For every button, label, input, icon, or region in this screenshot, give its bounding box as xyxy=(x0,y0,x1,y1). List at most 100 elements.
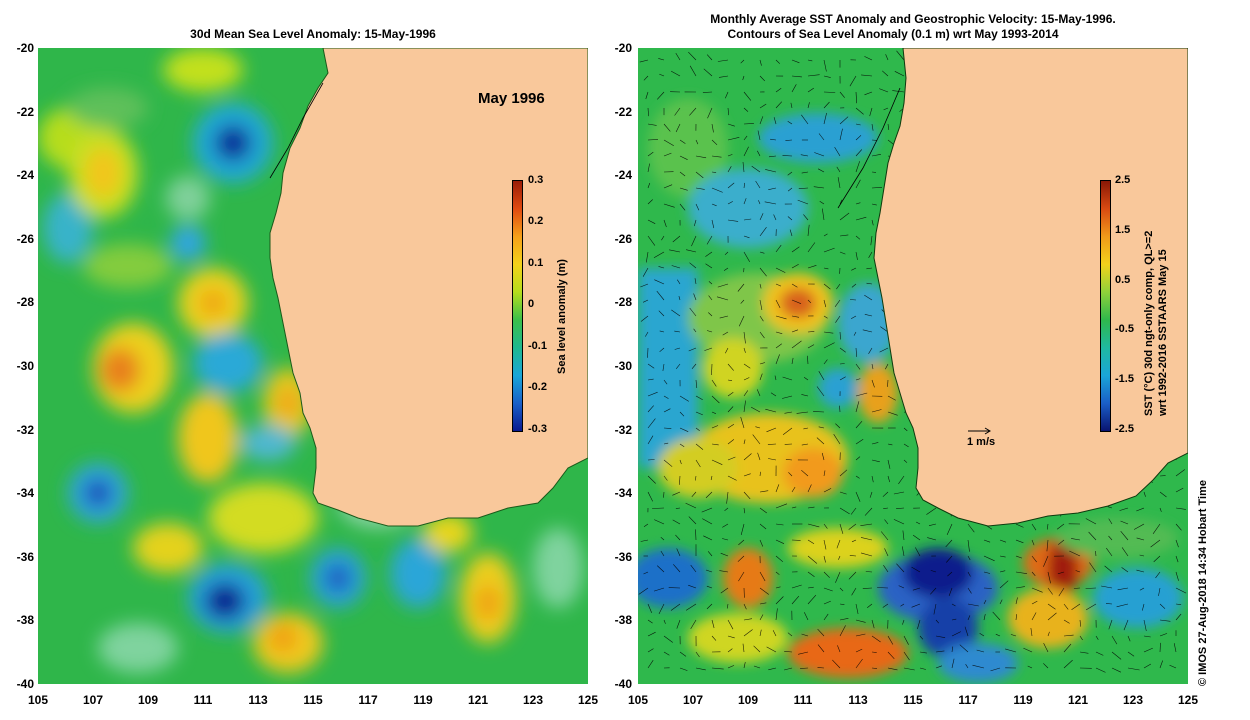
velocity-arrow xyxy=(647,491,653,502)
velocity-arrow xyxy=(948,587,953,597)
velocity-arrow xyxy=(864,314,873,317)
velocity-arrow xyxy=(919,635,924,640)
velocity-arrow xyxy=(791,59,800,64)
velocity-arrow xyxy=(999,570,1006,573)
velocity-arrow xyxy=(755,180,761,189)
velocity-arrow xyxy=(915,547,921,557)
right-lat-tick: -30 xyxy=(614,359,632,373)
velocity-arrow xyxy=(871,667,878,669)
velocity-arrow xyxy=(823,600,831,605)
velocity-arrow xyxy=(839,507,850,515)
right-panel-title-line1: Monthly Average SST Anomaly and Geostrop… xyxy=(710,12,1116,26)
velocity-arrow xyxy=(647,347,649,358)
velocity-arrow xyxy=(798,187,809,189)
velocity-arrow xyxy=(855,202,861,205)
velocity-arrow xyxy=(791,263,799,269)
velocity-arrow xyxy=(663,491,665,498)
velocity-arrow xyxy=(722,523,729,528)
velocity-arrow xyxy=(877,587,889,589)
velocity-arrow xyxy=(855,491,861,502)
velocity-arrow xyxy=(768,155,777,158)
velocity-arrow xyxy=(726,491,729,504)
velocity-arrow xyxy=(740,416,745,429)
velocity-arrow xyxy=(758,200,761,205)
velocity-arrow xyxy=(701,507,713,513)
velocity-arrow xyxy=(719,315,729,319)
velocity-arrow xyxy=(645,331,649,337)
velocity-arrow xyxy=(887,475,890,483)
velocity-arrow xyxy=(871,635,881,643)
velocity-arrow xyxy=(727,166,732,173)
velocity-arrow xyxy=(965,664,969,669)
velocity-arrow xyxy=(880,326,889,333)
velocity-arrow xyxy=(743,491,751,500)
velocity-arrow xyxy=(839,603,845,605)
velocity-arrow xyxy=(935,619,940,624)
velocity-arrow xyxy=(782,395,793,399)
velocity-arrow xyxy=(898,585,905,589)
velocity-arrow xyxy=(695,171,704,179)
velocity-arrow xyxy=(727,137,740,141)
velocity-arrow xyxy=(695,139,699,145)
velocity-arrow xyxy=(1105,603,1113,605)
velocity-arrow xyxy=(995,633,1001,637)
velocity-arrow xyxy=(1108,518,1113,525)
velocity-arrow xyxy=(695,667,706,671)
velocity-arrow xyxy=(797,199,809,205)
velocity-arrow xyxy=(766,646,777,653)
velocity-arrow xyxy=(757,452,761,461)
velocity-arrow xyxy=(887,443,893,446)
velocity-arrow xyxy=(851,267,857,271)
velocity-arrow xyxy=(862,329,873,333)
velocity-arrow xyxy=(807,355,809,365)
velocity-arrow xyxy=(659,347,665,353)
velocity-arrow xyxy=(727,475,737,481)
velocity-arrow xyxy=(833,434,841,445)
velocity-arrow xyxy=(864,56,873,61)
velocity-arrow xyxy=(787,120,793,125)
velocity-arrow xyxy=(679,475,681,485)
velocity-arrow xyxy=(866,267,873,270)
velocity-arrow xyxy=(1095,651,1104,656)
velocity-arrow xyxy=(663,123,671,132)
velocity-arrow xyxy=(855,421,863,429)
velocity-arrow xyxy=(711,171,717,173)
left-lat-tick: -38 xyxy=(16,613,34,627)
velocity-arrow xyxy=(791,357,794,365)
velocity-arrow xyxy=(695,651,700,658)
velocity-arrow xyxy=(834,146,841,157)
right-panel-title-line2: Contours of Sea Level Anomaly (0.1 m) wr… xyxy=(727,27,1059,41)
left-colorbar xyxy=(512,180,523,432)
velocity-arrow xyxy=(823,587,833,592)
velocity-arrow xyxy=(663,475,668,481)
velocity-arrow xyxy=(646,251,649,263)
velocity-arrow xyxy=(640,539,649,542)
velocity-arrow xyxy=(658,266,665,269)
velocity-arrow xyxy=(1071,603,1081,611)
right-lon-tick: 117 xyxy=(958,693,978,707)
velocity-arrow xyxy=(1063,619,1070,624)
velocity-arrow xyxy=(885,54,889,61)
velocity-arrow xyxy=(1175,523,1182,531)
velocity-arrow xyxy=(855,149,863,157)
velocity-arrow xyxy=(727,619,734,630)
velocity-arrow xyxy=(1139,587,1145,591)
velocity-arrow xyxy=(817,667,825,669)
velocity-arrow xyxy=(791,75,802,78)
velocity-arrow xyxy=(1058,539,1065,545)
velocity-arrow xyxy=(887,395,896,401)
velocity-arrow xyxy=(675,363,681,369)
velocity-arrow xyxy=(791,246,800,253)
right-colorbar xyxy=(1100,180,1111,432)
velocity-arrow xyxy=(871,154,881,157)
velocity-arrow xyxy=(785,459,793,461)
velocity-arrow xyxy=(1175,613,1182,621)
velocity-arrow xyxy=(727,219,739,222)
velocity-arrow xyxy=(1027,665,1033,669)
velocity-arrow xyxy=(807,74,820,77)
velocity-arrow xyxy=(791,329,799,333)
velocity-arrow xyxy=(702,91,713,93)
velocity-arrow xyxy=(1159,619,1171,622)
velocity-arrow xyxy=(848,523,857,530)
velocity-arrow xyxy=(807,594,817,605)
